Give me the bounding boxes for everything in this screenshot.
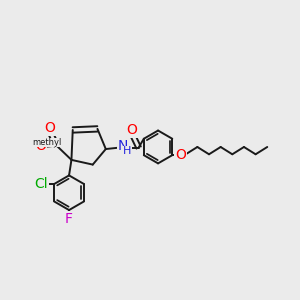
Text: O: O (35, 140, 46, 153)
Text: H: H (123, 146, 131, 156)
Text: O: O (44, 121, 56, 135)
Text: F: F (64, 212, 73, 226)
Text: O: O (175, 148, 186, 162)
Text: O: O (127, 123, 137, 137)
Text: methyl: methyl (32, 138, 62, 147)
Text: Cl: Cl (35, 177, 48, 191)
Text: N: N (118, 139, 128, 153)
